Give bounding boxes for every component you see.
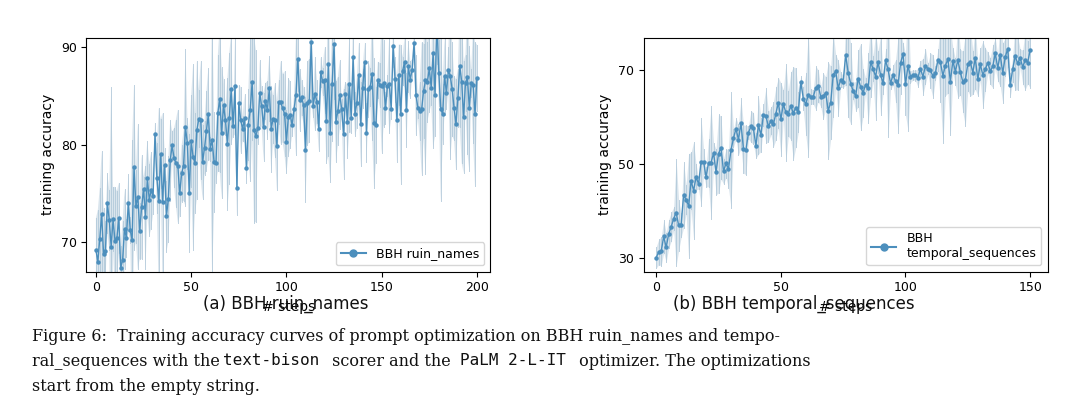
Text: (a) BBH ruin_names: (a) BBH ruin_names (203, 295, 369, 313)
Y-axis label: training accuracy: training accuracy (598, 94, 612, 215)
Text: start from the empty string.: start from the empty string. (32, 378, 260, 395)
Text: Figure 6:  Training accuracy curves of prompt optimization on BBH ruin_names and: Figure 6: Training accuracy curves of pr… (32, 328, 781, 345)
Text: scorer and the: scorer and the (327, 353, 456, 370)
Text: PaLM 2-L-IT: PaLM 2-L-IT (460, 353, 566, 368)
Text: optimizer. The optimizations: optimizer. The optimizations (575, 353, 811, 370)
Legend: BBH
temporal_sequences: BBH temporal_sequences (866, 227, 1041, 265)
Text: ral_sequences with the: ral_sequences with the (32, 353, 226, 370)
X-axis label: # steps: # steps (819, 300, 873, 314)
Text: text-bison: text-bison (224, 353, 320, 368)
X-axis label: # steps: # steps (261, 300, 315, 314)
Text: (b) BBH temporal_sequences: (b) BBH temporal_sequences (673, 295, 915, 313)
Y-axis label: training accuracy: training accuracy (41, 94, 55, 215)
Legend: BBH ruin_names: BBH ruin_names (336, 242, 484, 265)
